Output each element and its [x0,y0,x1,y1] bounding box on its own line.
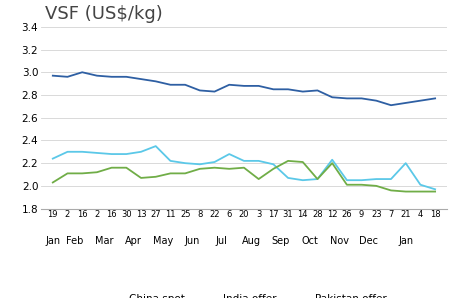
Pakistan offer [255,177,261,181]
China spot [270,162,275,166]
India offer [94,74,100,77]
India offer [255,84,261,88]
India offer [79,71,85,74]
Pakistan offer [197,167,202,171]
Pakistan offer [358,183,364,187]
India offer [270,88,275,91]
Pakistan offer [285,159,290,163]
Text: Mar: Mar [95,236,113,246]
China spot [138,150,143,153]
Line: Pakistan offer: Pakistan offer [53,161,434,192]
China spot [402,162,408,165]
Pakistan offer [153,175,158,179]
China spot [79,150,85,153]
Pakistan offer [94,170,100,174]
India offer [299,90,305,93]
China spot [212,160,217,164]
China spot [167,159,173,163]
India offer [241,84,246,88]
India offer [373,99,378,103]
Text: Jul: Jul [216,236,228,246]
India offer [65,75,70,79]
Pakistan offer [299,160,305,164]
China spot [329,158,334,162]
China spot [344,179,349,182]
China spot [417,183,422,187]
China spot [109,152,114,156]
China spot [373,177,378,181]
India offer [314,89,319,92]
India offer [387,103,393,107]
Pakistan offer [138,176,143,180]
Pakistan offer [402,190,408,193]
Pakistan offer [65,172,70,175]
Legend: China spot, India offer, Pakistan offer: China spot, India offer, Pakistan offer [96,290,390,298]
Text: Apr: Apr [125,236,142,246]
Text: VSF (US$/kg): VSF (US$/kg) [45,5,162,23]
Pakistan offer [167,172,173,175]
Pakistan offer [109,166,114,170]
China spot [358,179,364,182]
India offer [344,97,349,100]
Text: May: May [152,236,173,246]
Text: Nov: Nov [329,236,348,246]
India offer [226,83,232,86]
India offer [358,97,364,100]
Pakistan offer [182,172,187,175]
China spot [94,151,100,155]
China spot [153,144,158,148]
India offer [167,83,173,86]
Pakistan offer [226,167,232,171]
China spot [314,177,319,181]
Pakistan offer [270,167,275,171]
Pakistan offer [344,183,349,187]
Text: Jan: Jan [397,236,412,246]
Pakistan offer [50,181,56,184]
India offer [182,83,187,86]
Pakistan offer [329,162,334,165]
China spot [431,187,437,191]
China spot [182,162,187,165]
Pakistan offer [314,177,319,181]
Line: China spot: China spot [53,146,434,189]
Pakistan offer [123,166,129,170]
India offer [123,75,129,79]
Text: Oct: Oct [301,236,318,246]
Pakistan offer [241,166,246,170]
India offer [285,88,290,91]
India offer [329,95,334,99]
Text: Aug: Aug [241,236,260,246]
Text: Jun: Jun [184,236,200,246]
Pakistan offer [212,166,217,170]
China spot [50,157,56,160]
China spot [285,176,290,180]
India offer [197,89,202,92]
Text: Feb: Feb [66,236,83,246]
China spot [65,150,70,153]
China spot [197,162,202,166]
Pakistan offer [387,189,393,192]
Pakistan offer [373,184,378,188]
China spot [226,152,232,156]
Pakistan offer [79,172,85,175]
India offer [212,90,217,93]
India offer [153,80,158,83]
Pakistan offer [431,190,437,193]
China spot [387,177,393,181]
India offer [109,75,114,79]
India offer [431,97,437,100]
Pakistan offer [417,190,422,193]
India offer [138,77,143,81]
India offer [417,99,422,103]
China spot [241,159,246,163]
China spot [123,152,129,156]
Text: Jan: Jan [45,236,60,246]
China spot [299,179,305,182]
Line: India offer: India offer [53,72,434,105]
Text: Dec: Dec [359,236,378,246]
India offer [402,101,408,105]
India offer [50,74,56,77]
Text: Sep: Sep [271,236,289,246]
China spot [255,159,261,163]
